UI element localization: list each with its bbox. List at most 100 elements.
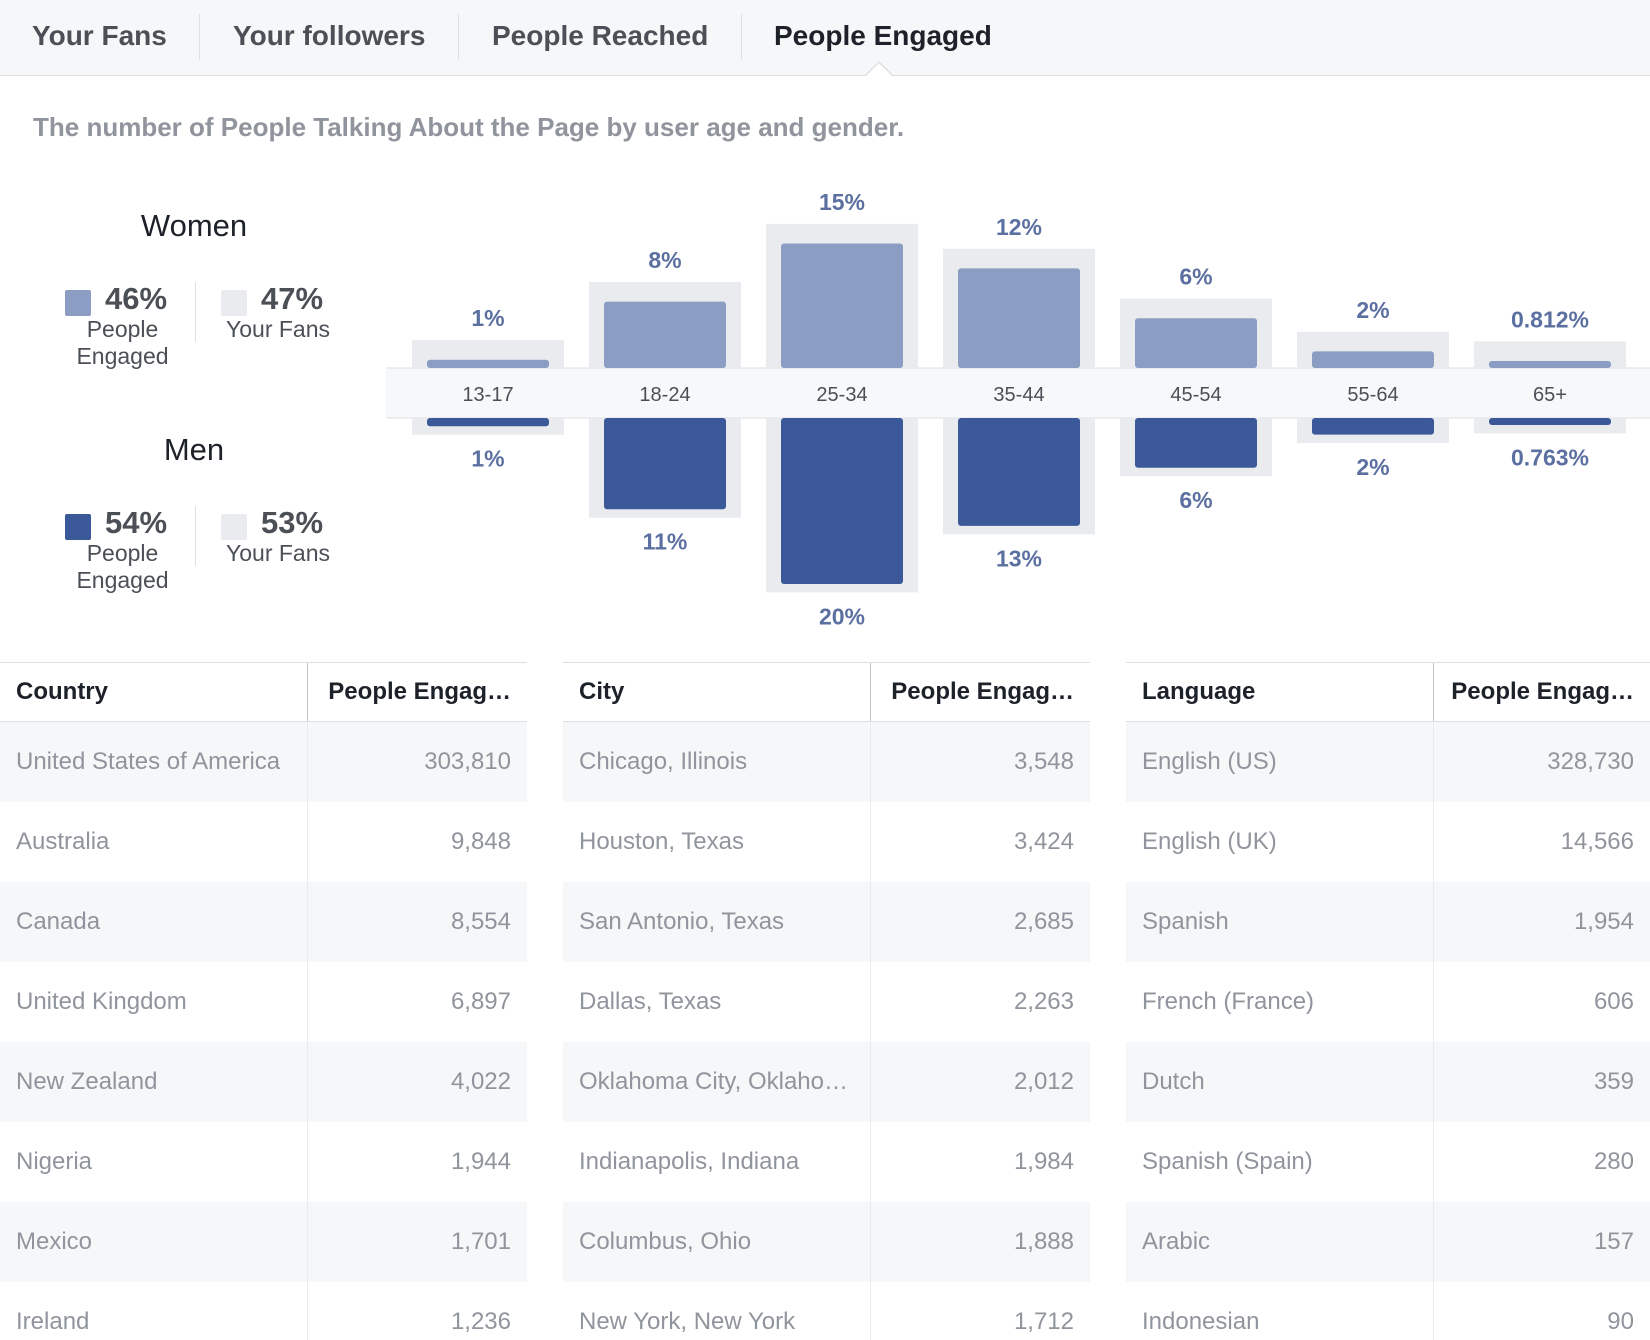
- row-label: New Zealand: [16, 1068, 158, 1095]
- age-tick-label: 13-17: [462, 384, 513, 406]
- tab-bar: Your Fans Your followers People Reached …: [0, 0, 1650, 77]
- table-row: New York, New York 1,712: [563, 1282, 1090, 1340]
- section-description: The number of People Talking About the P…: [33, 112, 905, 142]
- row-value: 4,022: [450, 1068, 511, 1095]
- age-tick-label: 45-54: [1170, 384, 1221, 406]
- men-value-label: 20%: [819, 603, 865, 629]
- column-divider: [870, 722, 871, 1340]
- men-engaged-bar: [604, 418, 726, 510]
- women-engaged-bar: [1312, 351, 1434, 368]
- age-tick-label: 55-64: [1347, 384, 1398, 406]
- row-value: 90: [1607, 1308, 1634, 1335]
- legend-men-title: Men: [163, 432, 225, 467]
- row-value: 3,548: [1013, 748, 1074, 775]
- tab-divider: [199, 14, 200, 60]
- men-value-label: 0.763%: [1511, 444, 1589, 470]
- demographics-table-0: Country People Engag… United States of Ame…: [0, 662, 527, 1340]
- age-tick-label: 35-44: [993, 384, 1044, 406]
- row-value: 14,566: [1560, 828, 1634, 855]
- table-row: English (UK) 14,566: [1126, 802, 1650, 882]
- tab-your-followers[interactable]: Your followers: [233, 20, 426, 51]
- table-header: Language People Engag…: [1126, 662, 1650, 722]
- row-label: United Kingdom: [16, 988, 187, 1015]
- row-label: Houston, Texas: [579, 828, 744, 855]
- row-value: 280: [1593, 1148, 1634, 1175]
- row-label: Ireland: [16, 1308, 90, 1335]
- row-value: 1,984: [1013, 1148, 1074, 1175]
- row-value: 2,012: [1013, 1068, 1074, 1095]
- table-row: Mexico 1,701: [0, 1202, 527, 1282]
- women-value-label: 1%: [471, 305, 504, 331]
- row-label: Canada: [16, 908, 101, 935]
- women-value-label: 2%: [1356, 297, 1389, 323]
- row-value: 157: [1593, 1228, 1634, 1255]
- row-label: Dutch: [1142, 1068, 1205, 1095]
- table-row: English (US) 328,730: [1126, 722, 1650, 802]
- table-row: San Antonio, Texas 2,685: [563, 882, 1090, 962]
- row-label: Spanish: [1142, 908, 1229, 935]
- row-value: 6,897: [450, 988, 511, 1015]
- legend-women-fans-pct: 47%: [261, 281, 324, 316]
- table-row: Indonesian 90: [1126, 1282, 1650, 1340]
- table-row: New Zealand 4,022: [0, 1042, 527, 1122]
- row-value: 1,888: [1013, 1228, 1074, 1255]
- table-row: Australia 9,848: [0, 802, 527, 882]
- row-label: United States of America: [16, 748, 281, 775]
- row-label: New York, New York: [579, 1308, 796, 1335]
- table-row: Oklahoma City, Oklaho… 2,012: [563, 1042, 1090, 1122]
- column-header[interactable]: People Engag…: [328, 678, 511, 705]
- table-row: Dutch 359: [1126, 1042, 1650, 1122]
- demographics-table-1: City People Engag… Chicago, Illinois 3,548 H…: [563, 662, 1090, 1340]
- legend-men-engaged-pct: 54%: [105, 505, 168, 540]
- row-label: Australia: [16, 828, 110, 855]
- row-value: 3,424: [1013, 828, 1074, 855]
- women-engaged-bar: [1489, 361, 1611, 368]
- row-label: Spanish (Spain): [1142, 1148, 1313, 1175]
- column-header[interactable]: People Engag…: [891, 678, 1074, 705]
- age-tick-label: 65+: [1533, 384, 1567, 406]
- legend-divider: [195, 506, 196, 566]
- women-engaged-bar: [427, 359, 549, 368]
- row-value: 1,712: [1013, 1308, 1074, 1335]
- column-divider: [307, 722, 308, 1340]
- column-header[interactable]: City: [579, 678, 625, 705]
- row-label: French (France): [1142, 988, 1315, 1015]
- demographics-table-2: Language People Engag… English (US) 328,730…: [1126, 662, 1650, 1340]
- table-row: Ireland 1,236: [0, 1282, 527, 1340]
- column-header[interactable]: Language: [1142, 678, 1256, 705]
- row-value: 606: [1593, 988, 1634, 1015]
- row-value: 1,954: [1573, 908, 1634, 935]
- table-row: United Kingdom 6,897: [0, 962, 527, 1042]
- row-value: 1,944: [450, 1148, 511, 1175]
- axis-band: [386, 368, 1650, 418]
- legend-women-engaged-swatch: [65, 290, 91, 316]
- row-label: Nigeria: [16, 1148, 93, 1175]
- legend-men-engaged-label: People Engaged: [76, 540, 169, 593]
- row-label: Indianapolis, Indiana: [579, 1148, 800, 1175]
- row-label: Mexico: [16, 1228, 93, 1255]
- men-value-label: 11%: [643, 529, 688, 555]
- legend-women-engaged-pct: 46%: [105, 281, 168, 316]
- men-engaged-bar: [1135, 418, 1257, 468]
- table-row: French (France) 606: [1126, 962, 1650, 1042]
- row-value: 328,730: [1547, 748, 1634, 775]
- age-gender-chart: 1% 1% 13-17 8% 11% 18-24 15% 20% 25-34 12% 13% 35-4…: [386, 189, 1650, 629]
- row-label: English (US): [1142, 748, 1277, 775]
- table-row: Columbus, Ohio 1,888: [563, 1202, 1090, 1282]
- men-value-label: 6%: [1179, 487, 1212, 513]
- legend-women-fans-swatch: [221, 290, 247, 316]
- tab-people-engaged[interactable]: People Engaged: [774, 20, 992, 51]
- table-row: Spanish (Spain) 280: [1126, 1122, 1650, 1202]
- men-value-label: 13%: [996, 545, 1042, 571]
- legend-men-fans-swatch: [221, 514, 247, 540]
- row-value: 1,701: [450, 1228, 511, 1255]
- table-header: City People Engag…: [563, 662, 1090, 722]
- legend-divider: [195, 282, 196, 342]
- column-header[interactable]: Country: [16, 678, 108, 705]
- tab-your-fans[interactable]: Your Fans: [32, 20, 167, 51]
- row-value: 359: [1593, 1068, 1634, 1095]
- table-row: Spanish 1,954: [1126, 882, 1650, 962]
- row-value: 8,554: [450, 908, 511, 935]
- column-header[interactable]: People Engag…: [1451, 678, 1634, 705]
- tab-people-reached[interactable]: People Reached: [492, 20, 709, 51]
